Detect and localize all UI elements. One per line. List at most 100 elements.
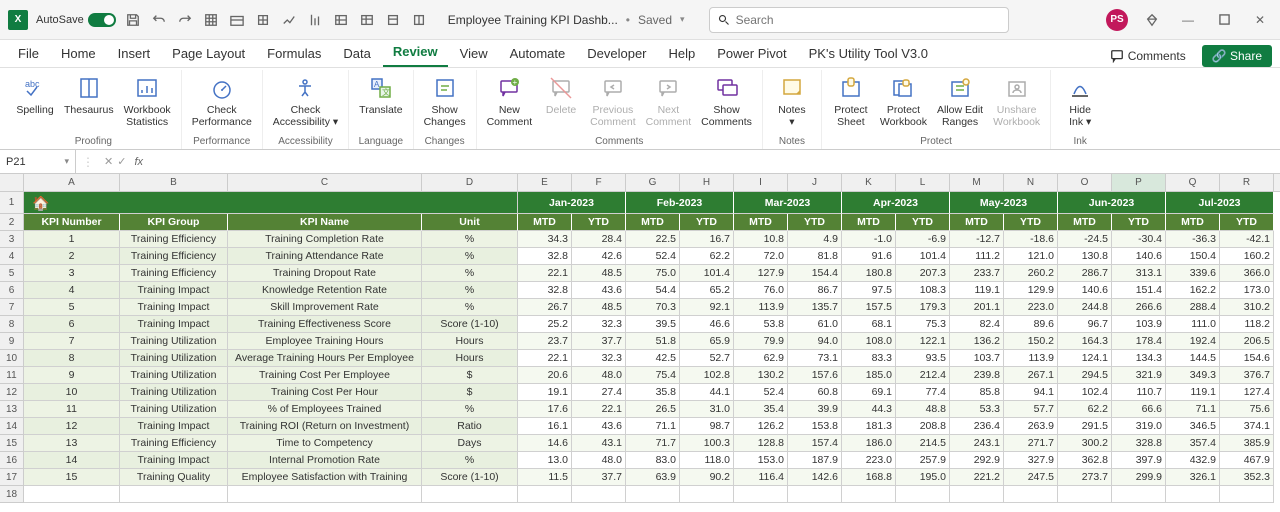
cell[interactable]: Knowledge Retention Rate: [228, 282, 422, 299]
col-header[interactable]: I: [734, 174, 788, 191]
cell[interactable]: 44.1: [680, 384, 734, 401]
cell[interactable]: 48.5: [572, 265, 626, 282]
cell[interactable]: 144.5: [1166, 350, 1220, 367]
cell[interactable]: 28.4: [572, 231, 626, 248]
cell[interactable]: 9: [24, 367, 120, 384]
cell[interactable]: 130.2: [734, 367, 788, 384]
cell[interactable]: 130.8: [1058, 248, 1112, 265]
cell[interactable]: 70.3: [626, 299, 680, 316]
row-header[interactable]: 1: [0, 192, 24, 214]
cell[interactable]: 111.2: [950, 248, 1004, 265]
cell[interactable]: 52.7: [680, 350, 734, 367]
cell[interactable]: 75.6: [1220, 401, 1274, 418]
cell[interactable]: %: [422, 248, 518, 265]
cell[interactable]: 201.1: [950, 299, 1004, 316]
cell[interactable]: 13.0: [518, 452, 572, 469]
cell[interactable]: 46.6: [680, 316, 734, 333]
search-input[interactable]: [736, 13, 1000, 27]
cell[interactable]: Training Attendance Rate: [228, 248, 422, 265]
cell[interactable]: 75.3: [896, 316, 950, 333]
cell[interactable]: 313.1: [1112, 265, 1166, 282]
cell[interactable]: Training Efficiency: [120, 231, 228, 248]
cell[interactable]: Score (1-10): [422, 316, 518, 333]
cell[interactable]: %: [422, 231, 518, 248]
cell[interactable]: 53.8: [734, 316, 788, 333]
tab-view[interactable]: View: [450, 40, 498, 67]
row-header[interactable]: 12: [0, 384, 24, 401]
cell[interactable]: Training Efficiency: [120, 265, 228, 282]
cell[interactable]: 69.1: [842, 384, 896, 401]
autosave-toggle[interactable]: AutoSave: [36, 13, 116, 27]
cell[interactable]: 185.0: [842, 367, 896, 384]
translate-button[interactable]: A文Translate: [355, 72, 406, 118]
cell[interactable]: 116.4: [734, 469, 788, 486]
cell[interactable]: 195.0: [896, 469, 950, 486]
cell[interactable]: 32.8: [518, 282, 572, 299]
row-header[interactable]: 2: [0, 214, 24, 231]
cell[interactable]: 321.9: [1112, 367, 1166, 384]
tab-home[interactable]: Home: [51, 40, 106, 67]
cell[interactable]: [518, 486, 572, 503]
cancel-icon[interactable]: ✕: [104, 155, 113, 168]
cell[interactable]: 346.5: [1166, 418, 1220, 435]
maximize-icon[interactable]: [1212, 8, 1236, 32]
cell[interactable]: -6.9: [896, 231, 950, 248]
qat-icon[interactable]: [410, 11, 428, 29]
row-header[interactable]: 3: [0, 231, 24, 248]
protect-button[interactable]: ProtectWorkbook: [876, 72, 931, 130]
col-header[interactable]: D: [422, 174, 518, 191]
cell[interactable]: 113.9: [734, 299, 788, 316]
cell[interactable]: 260.2: [1004, 265, 1058, 282]
cell[interactable]: 72.0: [734, 248, 788, 265]
tab-pagelayout[interactable]: Page Layout: [162, 40, 255, 67]
cell[interactable]: Score (1-10): [422, 469, 518, 486]
toggle-switch[interactable]: [88, 13, 116, 27]
cell[interactable]: Training Efficiency: [120, 435, 228, 452]
cell[interactable]: 299.9: [1112, 469, 1166, 486]
cell[interactable]: 326.1: [1166, 469, 1220, 486]
row-header[interactable]: 14: [0, 418, 24, 435]
cell[interactable]: 14.6: [518, 435, 572, 452]
qat-icon[interactable]: [228, 11, 246, 29]
cell[interactable]: 214.5: [896, 435, 950, 452]
cell[interactable]: 108.3: [896, 282, 950, 299]
row-header[interactable]: 6: [0, 282, 24, 299]
cell[interactable]: 31.0: [680, 401, 734, 418]
cell[interactable]: 4: [24, 282, 120, 299]
cell[interactable]: 16.1: [518, 418, 572, 435]
cell[interactable]: 19.1: [518, 384, 572, 401]
cell[interactable]: 48.5: [572, 299, 626, 316]
cell[interactable]: 357.4: [1166, 435, 1220, 452]
cell[interactable]: Hours: [422, 350, 518, 367]
cell[interactable]: Training ROI (Return on Investment): [228, 418, 422, 435]
cell[interactable]: [1058, 486, 1112, 503]
check-button[interactable]: CheckPerformance: [188, 72, 256, 130]
cell[interactable]: 121.0: [1004, 248, 1058, 265]
undo-icon[interactable]: [150, 11, 168, 29]
cell[interactable]: Training Completion Rate: [228, 231, 422, 248]
cell[interactable]: 3: [24, 265, 120, 282]
cell[interactable]: 66.6: [1112, 401, 1166, 418]
cell[interactable]: 300.2: [1058, 435, 1112, 452]
cell[interactable]: 35.8: [626, 384, 680, 401]
cell[interactable]: 102.8: [680, 367, 734, 384]
cell[interactable]: 32.3: [572, 316, 626, 333]
cell[interactable]: 22.5: [626, 231, 680, 248]
cell[interactable]: 310.2: [1220, 299, 1274, 316]
redo-icon[interactable]: [176, 11, 194, 29]
cell[interactable]: 286.7: [1058, 265, 1112, 282]
cell[interactable]: 62.2: [680, 248, 734, 265]
cell[interactable]: 221.2: [950, 469, 1004, 486]
cell[interactable]: 71.1: [626, 418, 680, 435]
cell[interactable]: 187.9: [788, 452, 842, 469]
cell[interactable]: Training Utilization: [120, 350, 228, 367]
cell[interactable]: 23.7: [518, 333, 572, 350]
cell[interactable]: 83.0: [626, 452, 680, 469]
tab-review[interactable]: Review: [383, 38, 448, 67]
tab-formulas[interactable]: Formulas: [257, 40, 331, 67]
cell[interactable]: 118.0: [680, 452, 734, 469]
cell[interactable]: Training Impact: [120, 452, 228, 469]
cell[interactable]: [1112, 486, 1166, 503]
cell[interactable]: 48.8: [896, 401, 950, 418]
cell[interactable]: 92.1: [680, 299, 734, 316]
